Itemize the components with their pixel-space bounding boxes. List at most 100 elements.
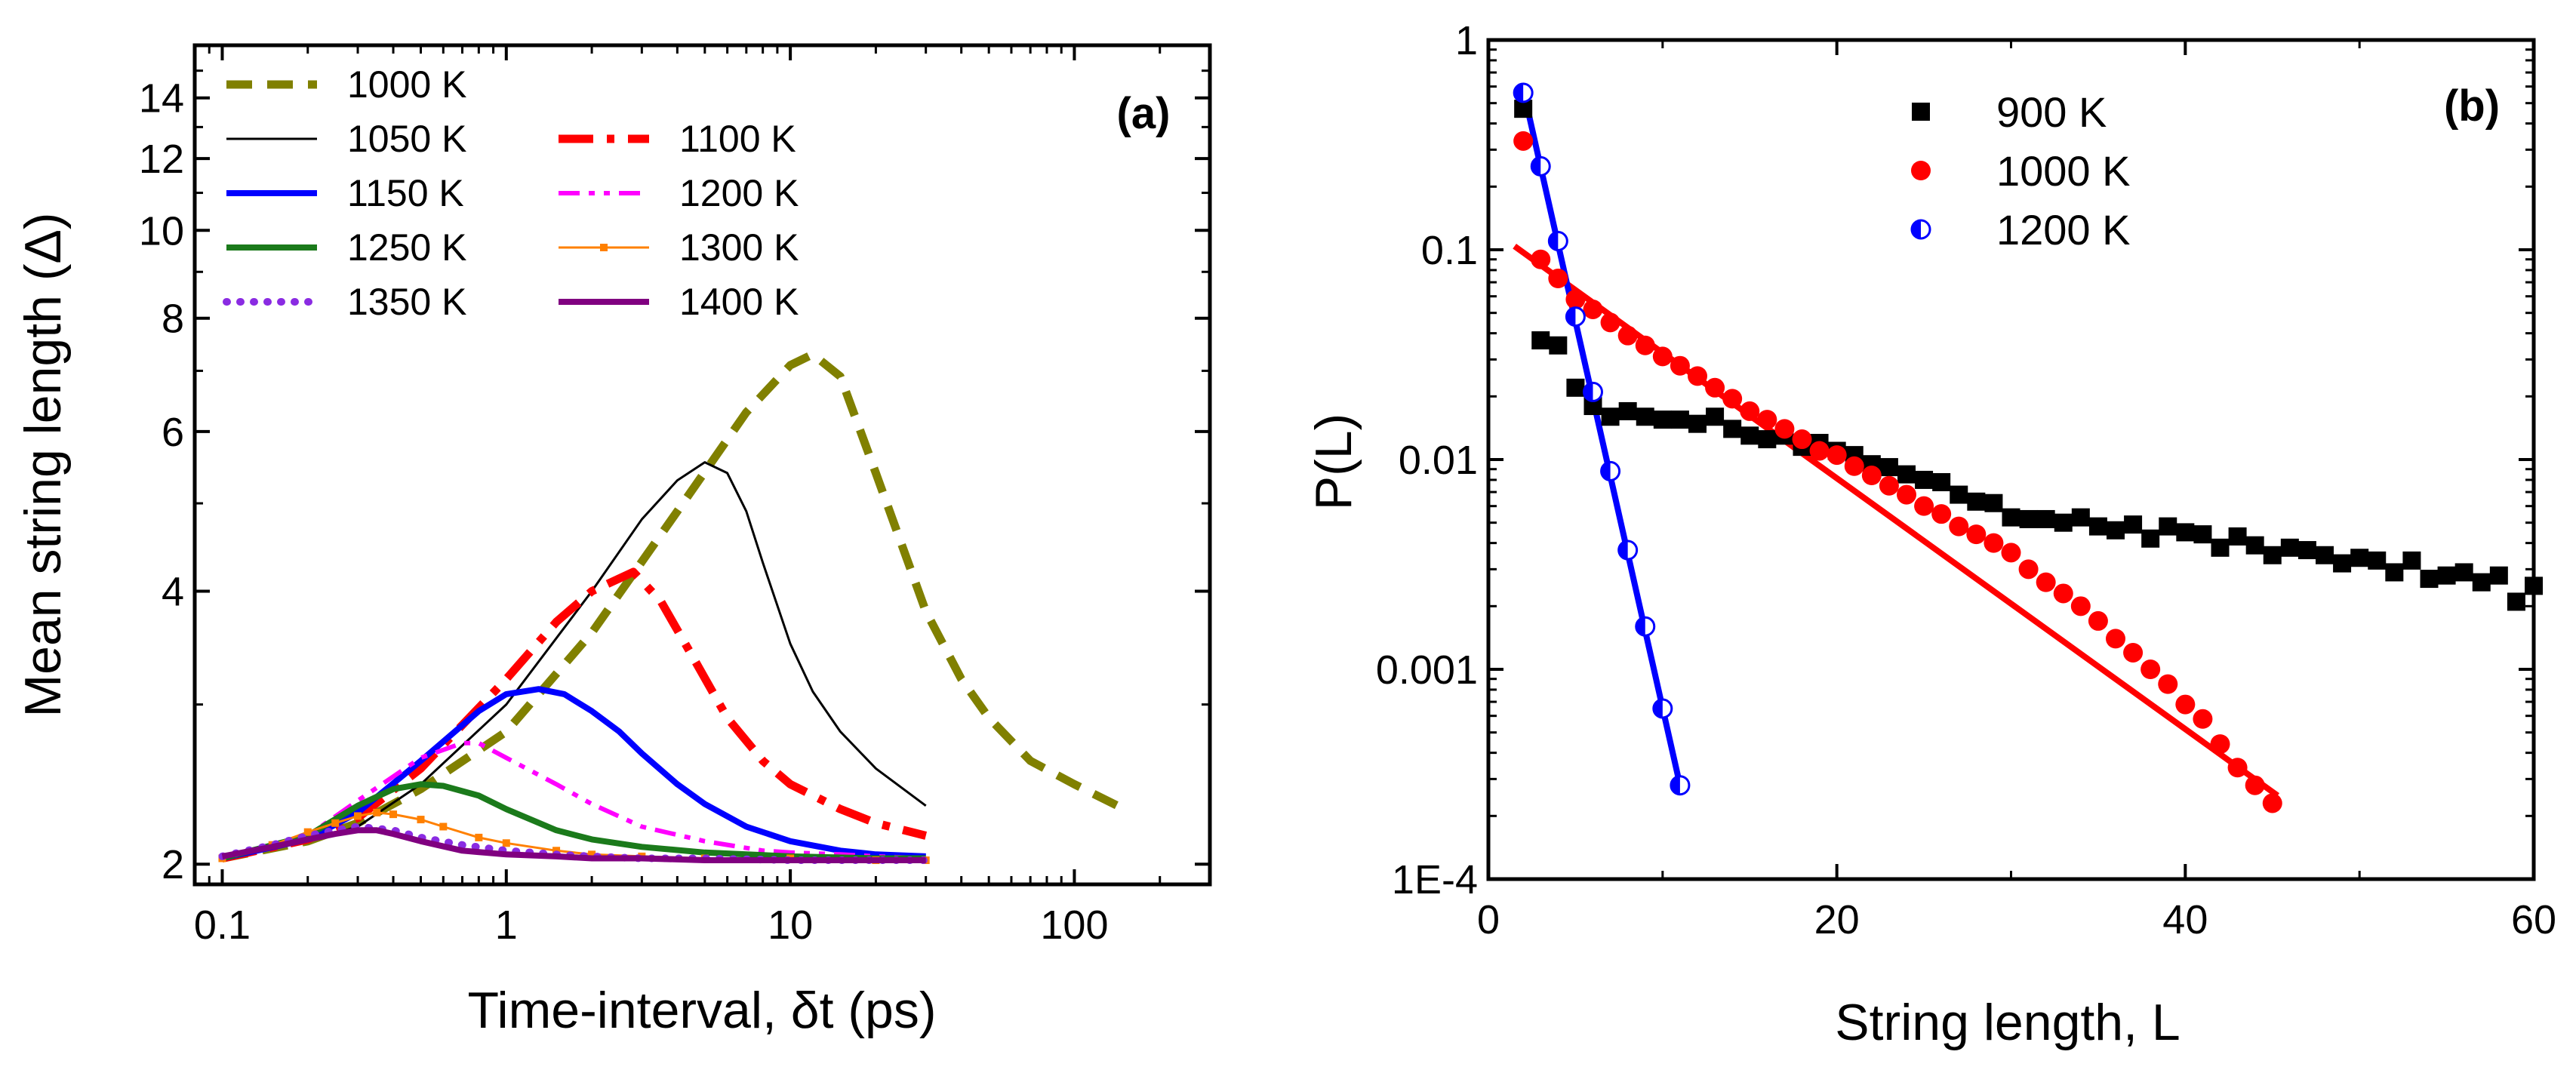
- legend-label-1100-k: 1100 K: [679, 118, 796, 160]
- data-point-900-k: [1984, 493, 2003, 512]
- data-point-1000-k: [1844, 456, 1864, 476]
- data-point-900-k: [2245, 536, 2264, 555]
- data-point-900-k: [2316, 546, 2334, 564]
- panel-b-series: [1513, 82, 2543, 813]
- legend-label-1200-k: 1200 K: [1996, 206, 2131, 254]
- series-point-1300-k: [588, 850, 596, 859]
- y-tick-label: 1: [1455, 18, 1478, 63]
- data-point-900-k: [1967, 492, 1986, 511]
- data-point-900-k: [2193, 525, 2212, 544]
- data-point-900-k: [1653, 410, 1672, 429]
- data-point-900-k: [2176, 523, 2195, 542]
- y-tick-label: 1E-4: [1392, 857, 1478, 902]
- data-point-1000-k: [1722, 389, 1743, 409]
- data-point-1000-k: [1600, 312, 1620, 333]
- legend-label-1000-k: 1000 K: [1996, 147, 2131, 195]
- panel-a-plot-frame: [192, 43, 1212, 887]
- legend-label-1350-k: 1350 K: [347, 281, 466, 323]
- panel-b-x-ticks: 0 20 40 60: [1477, 40, 2556, 942]
- data-point-900-k: [1723, 420, 1742, 438]
- data-point-900-k: [1531, 331, 1550, 350]
- data-point-1000-k: [2141, 660, 2161, 679]
- data-point-900-k: [2472, 573, 2491, 592]
- legend-marker-1000-k: [1911, 161, 1931, 180]
- legend-label-1250-k: 1250 K: [347, 226, 466, 269]
- data-point-1000-k: [1914, 496, 1934, 516]
- data-point-1200-k: [1530, 155, 1551, 177]
- data-point-1000-k: [2123, 642, 2144, 663]
- data-point-1000-k: [2262, 793, 2282, 813]
- panel-a-x-axis-title: Time-interval, δt (ps): [468, 982, 937, 1039]
- fit-line-1200-k: [1520, 88, 1683, 786]
- data-point-1200-k: [1617, 540, 1639, 561]
- data-point-1000-k: [1652, 346, 1673, 367]
- data-point-900-k: [2350, 549, 2369, 567]
- series-line-1000-k: [221, 350, 1127, 862]
- y-tick-label: 4: [162, 569, 184, 614]
- data-point-900-k: [2002, 508, 2020, 527]
- x-tick-label: 40: [2162, 897, 2208, 942]
- x-tick-label: 100: [1040, 902, 1108, 948]
- data-point-1000-k: [1705, 377, 1725, 398]
- data-point-1000-k: [1617, 325, 1638, 346]
- data-point-1000-k: [1513, 131, 1534, 151]
- data-point-1200-k: [1652, 698, 1673, 719]
- x-tick-label: 20: [1814, 897, 1860, 942]
- data-point-900-k: [2263, 546, 2282, 564]
- panel-b-y-ticks: 1E-4 0.001 0.01 0.1 1: [1376, 18, 2534, 902]
- series-point-1300-k: [552, 847, 561, 855]
- y-tick-label: 2: [162, 842, 184, 887]
- series-line-1250-k: [221, 781, 926, 862]
- data-point-1000-k: [1966, 524, 1987, 545]
- series-point-1300-k: [354, 812, 362, 820]
- data-point-1000-k: [2158, 674, 2178, 694]
- data-point-1200-k: [1547, 230, 1568, 251]
- data-point-900-k: [1566, 378, 1585, 397]
- legend-label-1150-k: 1150 K: [347, 172, 464, 214]
- data-point-1000-k: [2036, 572, 2056, 592]
- data-point-1000-k: [1740, 401, 1760, 421]
- data-point-1000-k: [1774, 419, 1795, 439]
- data-point-900-k: [1618, 401, 1637, 420]
- data-point-900-k: [2071, 508, 2090, 527]
- data-point-900-k: [2054, 513, 2073, 532]
- data-point-1000-k: [2210, 734, 2230, 755]
- y-tick-label: 0.01: [1399, 438, 1478, 483]
- legend-label-1200-k: 1200 K: [679, 172, 799, 214]
- data-point-900-k: [2385, 563, 2404, 582]
- data-point-1000-k: [1949, 516, 1969, 537]
- data-point-900-k: [2333, 554, 2352, 573]
- data-point-900-k: [2489, 566, 2508, 585]
- legend-marker-1200-k: [1910, 219, 1931, 240]
- y-tick-label: 12: [139, 137, 184, 182]
- y-tick-label: 10: [139, 208, 184, 254]
- data-point-900-k: [2019, 509, 2038, 528]
- data-point-900-k: [2124, 515, 2143, 534]
- data-point-900-k: [2159, 517, 2177, 536]
- data-point-1000-k: [2053, 583, 2073, 604]
- data-point-900-k: [2211, 538, 2230, 557]
- data-point-1000-k: [2088, 610, 2108, 631]
- series-point-1300-k: [502, 839, 510, 847]
- x-tick-label: 60: [2511, 897, 2556, 942]
- data-point-900-k: [2297, 541, 2316, 560]
- legend-label-900-k: 900 K: [1996, 88, 2107, 136]
- data-point-900-k: [2141, 529, 2160, 548]
- legend-marker-900-k: [1912, 103, 1930, 121]
- data-point-1200-k: [1583, 381, 1603, 402]
- panel-b-label: (b): [2444, 81, 2500, 131]
- y-tick-label: 6: [162, 410, 184, 455]
- series-line-1050-k: [222, 461, 927, 859]
- data-point-1000-k: [1827, 445, 1847, 466]
- series-point-1300-k: [439, 822, 448, 831]
- data-point-900-k: [1688, 414, 1707, 433]
- series-line-1400-k: [221, 827, 926, 863]
- legend-label-1000-k: 1000 K: [347, 63, 466, 106]
- panel-a-legend: 1000 K 1050 K 1100 K 1150 K 1200 K 1250 K 1300…: [223, 63, 799, 323]
- legend-marker-1300-k: [600, 244, 608, 251]
- data-point-1000-k: [2001, 543, 2021, 563]
- data-point-1000-k: [1583, 299, 1603, 319]
- y-tick-label: 0.1: [1421, 228, 1478, 273]
- data-point-1000-k: [2245, 775, 2265, 795]
